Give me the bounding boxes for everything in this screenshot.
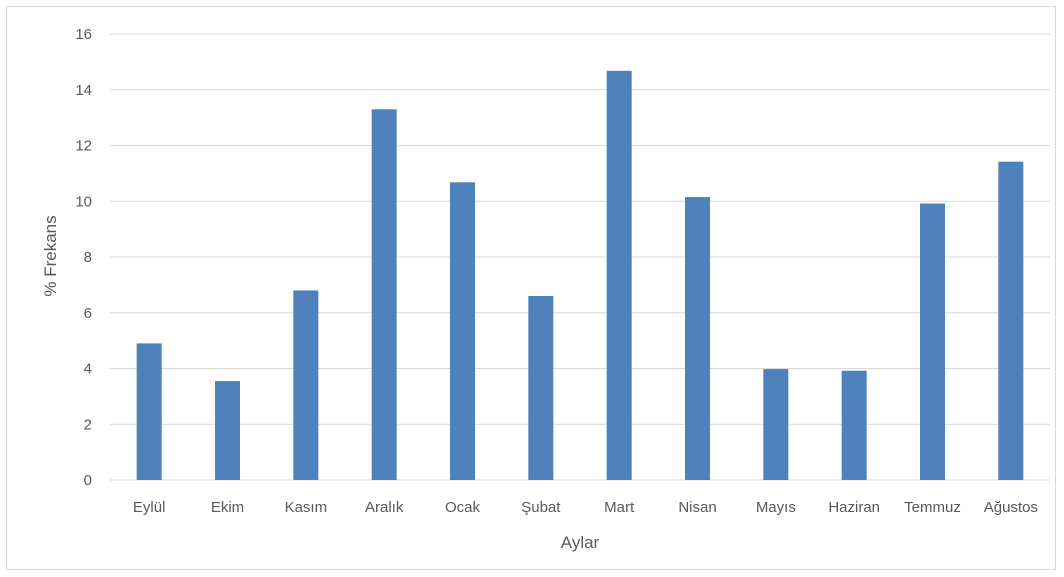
bar-9 [763,369,789,480]
y-tick-label: 16 [75,26,92,43]
gridlines [110,33,1050,481]
y-tick-label: 6 [84,305,92,322]
x-tick-label: Haziran [828,499,880,516]
bar-12 [998,161,1024,481]
x-tick-label: Eylül [133,499,166,516]
bar-3 [293,290,319,480]
x-tick-label: Aralık [365,499,404,516]
x-tick-label: Nisan [678,499,716,516]
x-tick-labels: Eylül Ekim Kasım Aralık Ocak Şubat Mart Nisan Ma… [133,499,1038,516]
y-tick-label: 2 [84,416,92,433]
y-tick-label: 10 [75,193,92,210]
x-tick-label: Ocak [445,499,481,516]
y-tick-label: 8 [84,249,92,266]
bars [136,70,1024,481]
bar-7 [606,70,632,481]
x-tick-label: Şubat [521,499,561,516]
y-tick-label: 14 [75,82,92,99]
bar-2 [215,381,240,480]
y-tick-label: 12 [75,138,92,155]
bar-6 [528,296,554,480]
x-tick-label: Mayıs [756,499,796,516]
x-tick-label: Ağustos [984,499,1038,516]
x-tick-label: Kasım [285,499,328,516]
bar-5 [450,182,475,481]
bar-11 [920,203,945,481]
x-tick-label: Ekim [211,499,244,516]
x-tick-label: Temmuz [904,499,961,516]
bar-1 [136,343,162,480]
bar-10 [841,370,867,480]
y-tick-labels: 0 2 4 6 8 10 12 14 16 [75,26,92,489]
y-tick-label: 0 [84,472,92,489]
x-axis-title: Aylar [561,533,600,552]
y-axis-title: % Frekans [41,215,60,296]
y-tick-label: 4 [84,361,92,378]
bar-4 [371,109,397,480]
x-tick-label: Mart [604,499,635,516]
bar-8 [685,197,710,480]
